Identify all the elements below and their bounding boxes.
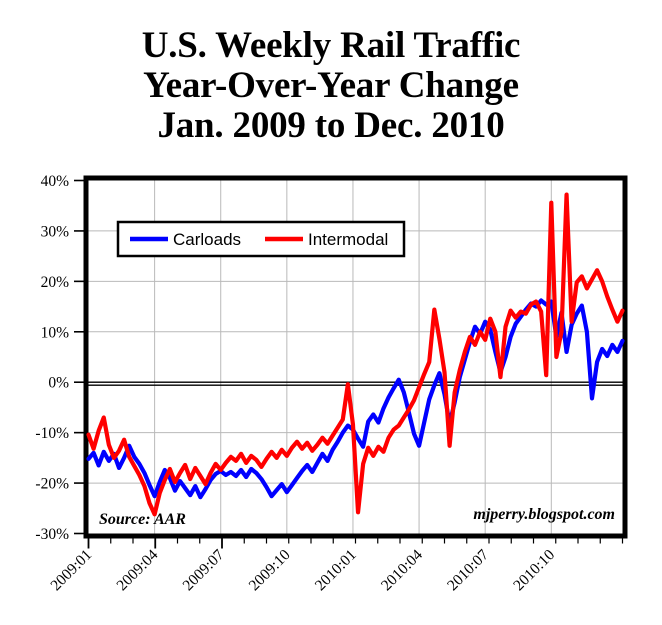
x-axis-tick-label: 2010:04 <box>378 546 426 594</box>
x-axis-labels: 2009:01 2009:04 2009:07 2009:10 2010:01 2010:… <box>47 546 558 594</box>
legend-label-carloads: Carloads <box>173 230 241 249</box>
y-axis-tick-label: 30% <box>41 223 70 240</box>
y-axis-tick-label: -10% <box>35 425 69 442</box>
legend-label-intermodal: Intermodal <box>308 230 388 249</box>
x-axis-tick-label: 2009:10 <box>246 546 294 594</box>
x-axis-tick-label: 2010:01 <box>312 546 360 594</box>
y-axis-tick-label: 20% <box>41 274 70 291</box>
zero-line <box>88 381 623 386</box>
source-note: Source: AAR <box>99 511 186 528</box>
y-axis-tick-label: 40% <box>41 173 70 190</box>
chart-legend: Carloads Intermodal <box>116 220 406 258</box>
x-axis-tick-label: 2009:04 <box>113 546 161 594</box>
y-axis-ticks: 40% 30% 20% 10% 0% -10% -20% -30% <box>35 173 84 543</box>
x-axis-tick-label: 2010:07 <box>444 546 492 594</box>
y-axis-tick-label: 0% <box>48 375 69 392</box>
plot-border <box>83 175 628 539</box>
chart-title-line-2: Year-Over-Year Change <box>143 65 519 106</box>
x-axis-tick-label: 2009:01 <box>47 546 95 594</box>
y-axis-tick-label: -20% <box>35 476 69 493</box>
chart-title: U.S. Weekly Rail Traffic Year-Over-Year … <box>0 26 662 146</box>
x-axis-ticks <box>87 538 624 549</box>
chart-title-line-3: Jan. 2009 to Dec. 2010 <box>157 105 505 146</box>
data-series <box>86 192 625 517</box>
y-axis-tick-label: 10% <box>41 324 70 341</box>
series-line-intermodal <box>86 192 625 517</box>
chart-title-line-1: U.S. Weekly Rail Traffic <box>141 25 521 66</box>
y-axis-tick-label: -30% <box>35 526 69 543</box>
x-axis-tick-label: 2010:10 <box>510 546 558 594</box>
attribution-note: mjperry.blogspot.com <box>473 506 615 523</box>
x-axis-tick-label: 2009:07 <box>180 546 228 594</box>
